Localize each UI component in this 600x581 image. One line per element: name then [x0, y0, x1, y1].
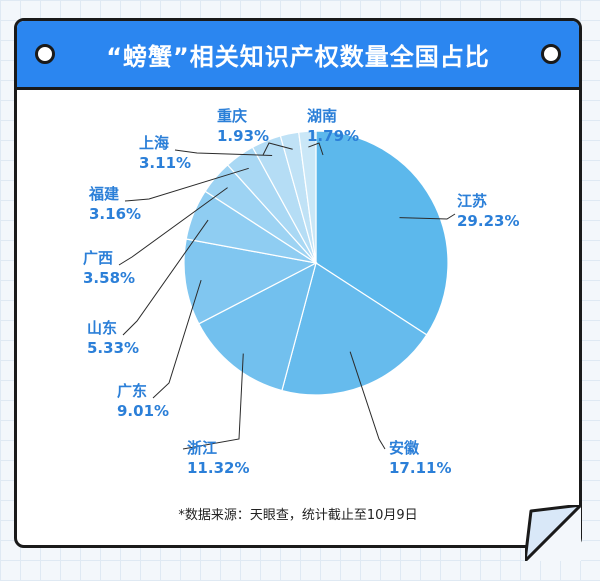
page-curl-icon [525, 505, 581, 561]
pie-slice-2 [281, 262, 428, 396]
pie-chart: 江苏 29.23% 安徽 17.11% 浙江 11.32% 广东 9.01% 山东 5.33% 广西… [83, 107, 519, 477]
slice-label-value: 17.11% [389, 459, 451, 477]
chart-title: “螃蟹”相关知识产权数量全国占比 [106, 42, 490, 71]
slice-label-value: 3.16% [89, 205, 141, 223]
slice-label-name: 江苏 [457, 192, 487, 210]
slice-label-value: 9.01% [117, 402, 169, 420]
card-header: “螃蟹”相关知识产权数量全国占比 [17, 21, 579, 90]
leader-line-8 [174, 149, 273, 156]
slice-label-name: 福建 [88, 185, 120, 203]
pie-slice-10 [298, 130, 317, 264]
slice-label-value: 11.32% [187, 459, 249, 477]
leader-line-10 [308, 142, 324, 156]
binder-hole-right-icon [541, 44, 561, 64]
slice-label-name: 安徽 [389, 439, 420, 457]
leader-line-4 [152, 279, 202, 399]
source-note: *数据来源：天眼查，统计截止至10月9日 [178, 508, 418, 523]
slice-label-value: 5.33% [87, 339, 139, 357]
slice-label-value: 29.23% [457, 212, 519, 230]
slice-label-name: 广西 [83, 249, 113, 267]
slice-label-value: 3.11% [139, 154, 191, 172]
slice-label-name: 上海 [139, 134, 169, 152]
binder-hole-left-icon [35, 44, 55, 64]
chart-card: “螃蟹”相关知识产权数量全国占比 江苏 29.23% 安徽 17.11% 浙江 11.32… [14, 18, 582, 548]
slice-label-value: 1.79% [307, 127, 359, 145]
pie-slices [183, 130, 449, 396]
leader-line-9 [262, 142, 293, 156]
slice-label-value: 1.93% [217, 127, 269, 145]
leader-line-6 [118, 187, 228, 266]
slice-label-name: 重庆 [217, 107, 247, 125]
leader-line-3 [182, 353, 244, 450]
pie-slice-4 [183, 238, 318, 325]
slice-label-name: 山东 [87, 319, 117, 337]
leader-line-2 [349, 351, 386, 450]
slice-labels: 江苏 29.23% 安徽 17.11% 浙江 11.32% 广东 9.01% 山东 5.33% 广西… [83, 107, 519, 477]
pie-slice-3 [198, 261, 317, 392]
leader-lines [118, 142, 456, 450]
leader-line-5 [122, 219, 209, 336]
slice-label-name: 湖南 [307, 107, 337, 125]
slice-label-value: 3.58% [83, 269, 135, 287]
slice-label-name: 广东 [117, 382, 147, 400]
slice-label-name: 浙江 [187, 439, 217, 457]
leader-line-1 [399, 213, 456, 220]
leader-line-7 [124, 167, 249, 202]
